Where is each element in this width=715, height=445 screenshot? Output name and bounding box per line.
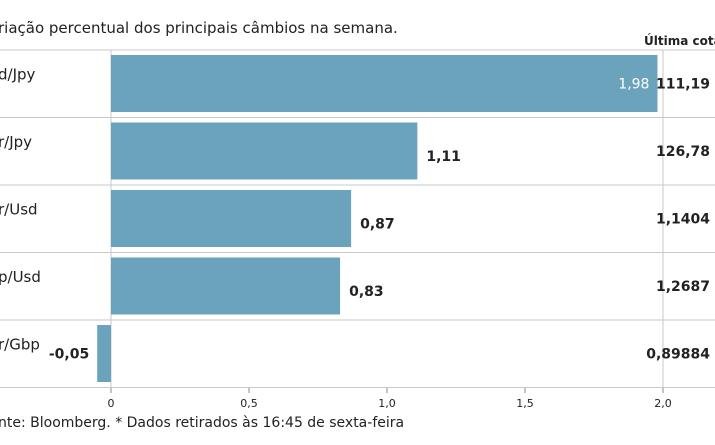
bar (111, 190, 352, 247)
value-label: -0,05 (49, 347, 89, 363)
category-label: p/Usd (0, 268, 41, 286)
bar-labels: d/Jpy 1,98 111,19 r/Jpy 1,11 126,78 r/Usd 0,87 1… (0, 66, 710, 363)
x-tick-label: 2,0 (654, 397, 672, 410)
x-tick-label: 0 (108, 397, 115, 410)
grid-lines (0, 49, 715, 388)
last-quote-value: 1,2687 (656, 279, 710, 295)
source-footnote: nte: Bloomberg. * Dados retirados às 16:… (0, 415, 404, 431)
category-label: r/Usd (0, 201, 38, 219)
last-quote-value: 126,78 (656, 144, 710, 160)
category-label: r/Gbp (0, 336, 40, 354)
bar (111, 257, 341, 315)
bar (111, 122, 418, 180)
x-tick-label: 1,5 (516, 397, 534, 410)
x-tick-label: 0,5 (240, 397, 258, 410)
last-quote-column-header: Última cotaç (644, 33, 715, 48)
value-label: 0,83 (349, 284, 384, 300)
bar (97, 325, 111, 382)
x-axis: 0 0,5 1,0 1,5 2,0 (108, 388, 672, 410)
last-quote-value: 1,1404 (656, 212, 710, 228)
bar (111, 55, 658, 112)
last-quote-value: 0,89884 (646, 347, 710, 363)
value-label: 1,11 (426, 149, 461, 165)
category-label: r/Jpy (0, 133, 32, 151)
category-label: d/Jpy (0, 66, 36, 84)
value-label: 0,87 (360, 217, 395, 233)
bars (97, 55, 658, 382)
chart-title: riação percentual dos principais câmbios… (0, 19, 398, 37)
last-quote-value: 111,19 (656, 77, 710, 93)
value-label: 1,98 (618, 77, 649, 93)
x-tick-label: 1,0 (378, 397, 396, 410)
